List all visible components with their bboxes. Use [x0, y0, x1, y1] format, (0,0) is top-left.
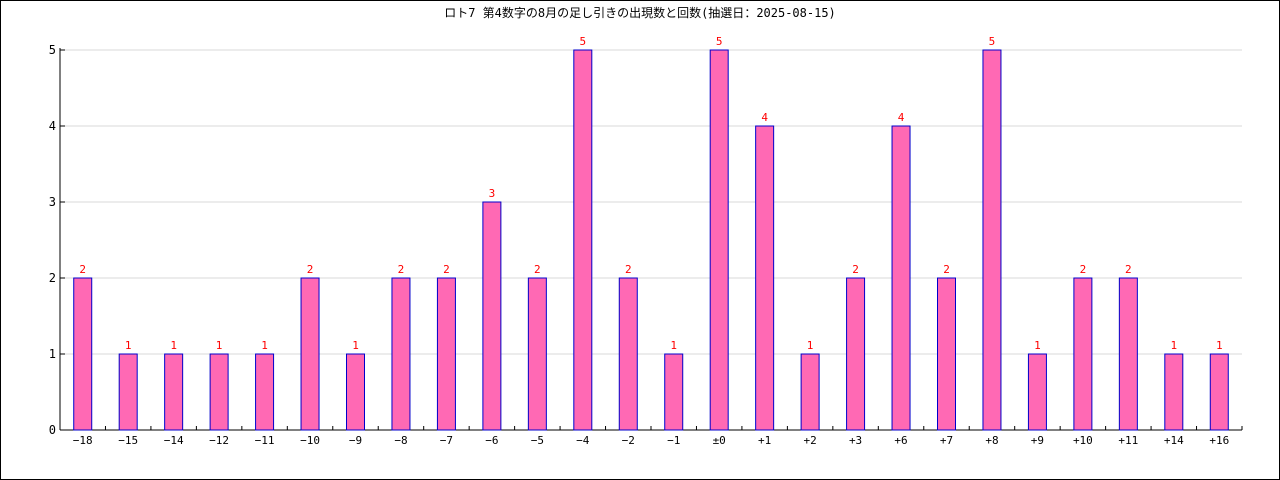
data-label: 1 [807, 339, 814, 352]
data-label: 1 [670, 339, 677, 352]
x-tick-label: −15 [118, 434, 138, 447]
x-tick-label: −7 [440, 434, 453, 447]
data-label: 2 [443, 263, 450, 276]
bar [300, 277, 320, 431]
data-label: 5 [989, 35, 996, 48]
y-tick-label: 4 [49, 119, 56, 133]
bar [346, 353, 365, 431]
data-label: 2 [625, 263, 632, 276]
data-label: 2 [79, 263, 86, 276]
y-tick-label: 2 [49, 271, 56, 285]
x-tick-label: −1 [667, 434, 680, 447]
data-label: 4 [898, 111, 905, 124]
bar [618, 277, 638, 431]
bar [164, 353, 184, 431]
x-tick-label: +3 [849, 434, 862, 447]
data-label: 2 [1080, 263, 1087, 276]
x-tick-label: −5 [531, 434, 544, 447]
x-tick-label: +14 [1164, 434, 1184, 447]
x-tick-label: −9 [349, 434, 362, 447]
x-tick-label: +9 [1031, 434, 1044, 447]
data-label: 3 [489, 187, 496, 200]
bar [1209, 353, 1229, 431]
x-tick-label: −12 [209, 434, 229, 447]
bar [846, 277, 866, 431]
bar [436, 277, 456, 431]
x-tick-label: −6 [485, 434, 498, 447]
bar [755, 125, 775, 431]
x-tick-label: +11 [1118, 434, 1138, 447]
x-tick-label: +10 [1073, 434, 1093, 447]
data-label: 2 [534, 263, 541, 276]
bar [982, 49, 1002, 431]
y-tick-label: 1 [49, 347, 56, 361]
bar [255, 353, 275, 431]
x-tick-label: +6 [894, 434, 907, 447]
y-tick-label: 3 [49, 195, 56, 209]
data-label: 2 [1125, 263, 1132, 276]
bar [391, 277, 411, 431]
data-label: 2 [943, 263, 950, 276]
x-tick-label: +7 [940, 434, 953, 447]
y-tick-label: 5 [49, 43, 56, 57]
x-tick-label: +1 [758, 434, 771, 447]
data-label: 1 [125, 339, 132, 352]
x-tick-label: −18 [73, 434, 93, 447]
y-tick-label: 0 [49, 423, 56, 437]
data-label: 1 [1034, 339, 1041, 352]
bar [1027, 353, 1047, 431]
data-label: 5 [579, 35, 586, 48]
data-label: 1 [261, 339, 268, 352]
x-tick-label: −2 [622, 434, 635, 447]
x-tick-label: +2 [803, 434, 816, 447]
x-tick-label: −4 [576, 434, 590, 447]
data-label: 1 [352, 339, 359, 352]
data-label: 1 [216, 339, 223, 352]
bar [937, 277, 956, 431]
chart-title: ロト7 第4数字の8月の足し引きの出現数と回数(抽選日：2025-08-15) [444, 6, 836, 20]
data-label: 1 [1170, 339, 1177, 352]
x-tick-label: ±0 [713, 434, 726, 447]
data-label: 2 [398, 263, 405, 276]
data-label: 2 [307, 263, 314, 276]
bar [118, 353, 138, 431]
x-tick-label: −8 [394, 434, 407, 447]
bar [482, 201, 502, 431]
x-tick-label: +16 [1209, 434, 1229, 447]
bar [1164, 353, 1184, 431]
x-tick-label: +8 [985, 434, 998, 447]
bar [664, 353, 684, 431]
bar [709, 49, 729, 431]
bar [573, 49, 593, 431]
bar [1118, 277, 1138, 431]
x-tick-label: −10 [300, 434, 320, 447]
bar [527, 277, 547, 431]
data-label: 1 [1216, 339, 1223, 352]
bar [209, 353, 229, 431]
data-label: 4 [761, 111, 768, 124]
x-tick-label: −11 [255, 434, 275, 447]
x-tick-label: −14 [164, 434, 184, 447]
data-label: 5 [716, 35, 723, 48]
data-label: 1 [170, 339, 177, 352]
data-label: 2 [852, 263, 859, 276]
bar [891, 125, 911, 431]
bar [73, 277, 93, 431]
bar [800, 353, 820, 431]
bar [1073, 277, 1093, 431]
